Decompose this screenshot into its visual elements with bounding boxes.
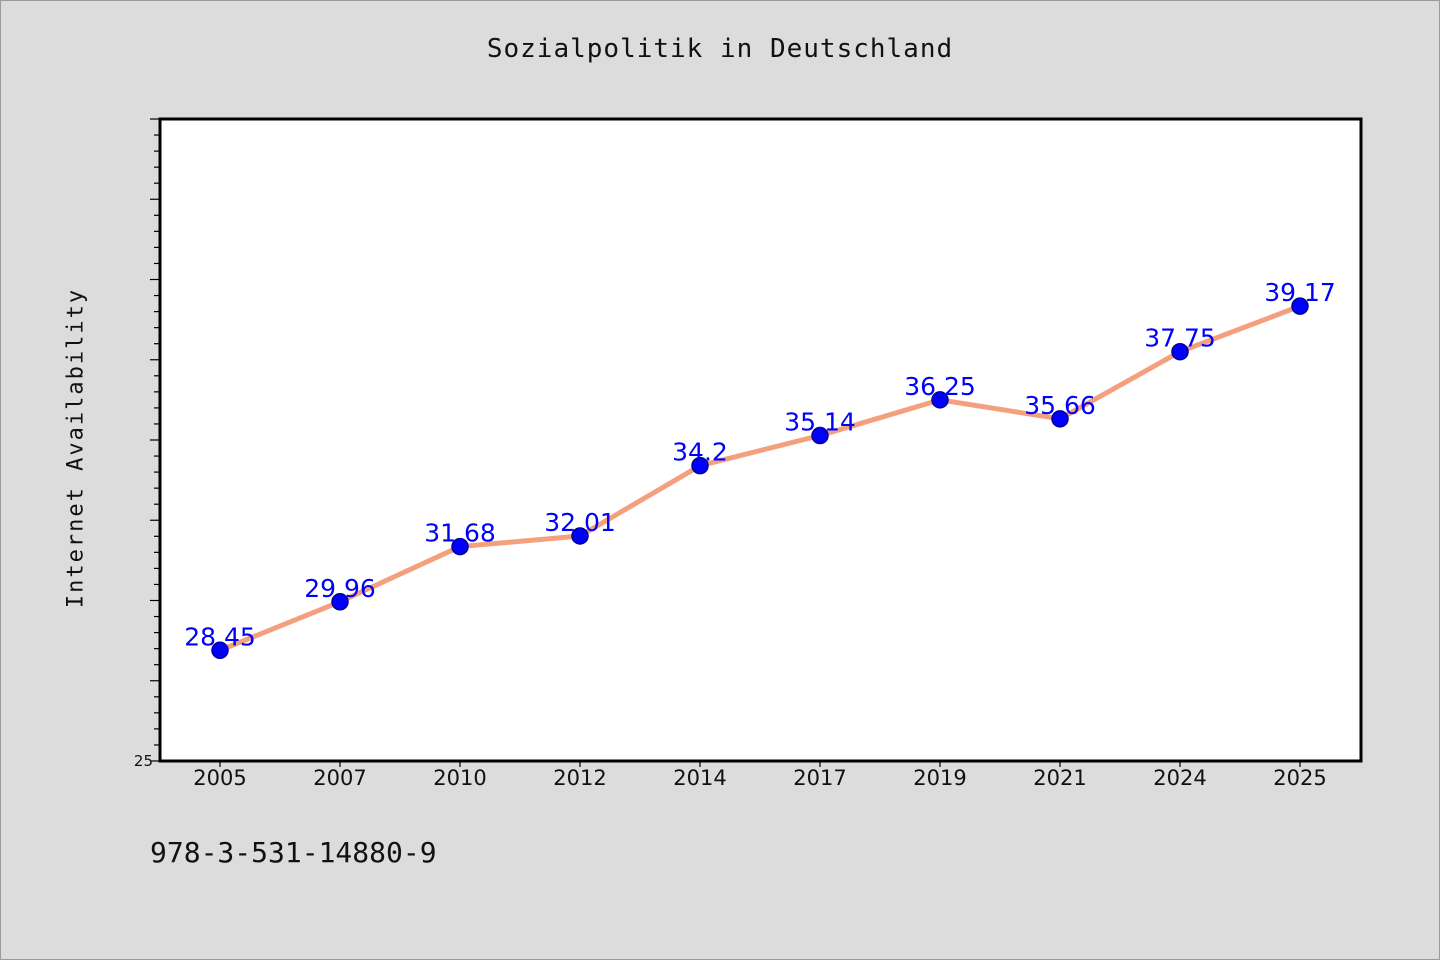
x-tick-label: 2012 bbox=[553, 766, 606, 790]
series-group bbox=[211, 297, 1309, 660]
x-tick-label: 2014 bbox=[673, 766, 726, 790]
data-label: 39.17 bbox=[1264, 278, 1336, 307]
x-tick-label: 2007 bbox=[313, 766, 366, 790]
x-tick-label: 2010 bbox=[433, 766, 486, 790]
x-tick-label: 2019 bbox=[913, 766, 966, 790]
x-tick-label: 2025 bbox=[1273, 766, 1326, 790]
x-tick-label: 2021 bbox=[1033, 766, 1086, 790]
data-label: 32.01 bbox=[544, 508, 616, 537]
isbn-text: 978-3-531-14880-9 bbox=[150, 836, 437, 869]
y-tick-label: 25 bbox=[134, 752, 153, 770]
y-axis: 25 bbox=[134, 118, 160, 770]
data-point bbox=[811, 426, 829, 445]
data-label: 29.96 bbox=[304, 574, 376, 603]
data-point bbox=[1291, 297, 1309, 315]
data-label: 34.2 bbox=[672, 438, 728, 467]
data-label: 35.14 bbox=[784, 408, 856, 437]
data-point bbox=[451, 537, 469, 556]
x-tick-label: 2024 bbox=[1153, 766, 1206, 790]
data-point bbox=[1051, 410, 1069, 428]
data-point bbox=[691, 456, 709, 475]
data-label: 37.75 bbox=[1144, 324, 1216, 353]
data-label: 28.45 bbox=[184, 622, 256, 651]
chart-title: Sozialpolitik in Deutschland bbox=[486, 34, 954, 64]
x-tick-label: 2017 bbox=[793, 766, 846, 790]
data-point bbox=[211, 641, 229, 660]
x-tick-label: 2005 bbox=[193, 766, 246, 790]
plot-frame bbox=[158, 117, 1363, 763]
data-point bbox=[331, 593, 349, 611]
data-label-group: 28.45 29.96 31.68 32.01 34.2 35.14 36.25 35.66 3… bbox=[184, 278, 1336, 651]
data-label: 36.25 bbox=[904, 372, 976, 401]
data-point bbox=[931, 391, 949, 409]
data-label: 35.66 bbox=[1024, 391, 1096, 420]
data-label: 31.68 bbox=[424, 519, 496, 548]
data-point bbox=[571, 527, 589, 545]
x-axis: 2005 2007 2010 2012 2014 2017 2019 2021 2024 2025 bbox=[193, 761, 1327, 790]
series-line bbox=[217, 303, 1303, 653]
data-point bbox=[1171, 342, 1189, 361]
